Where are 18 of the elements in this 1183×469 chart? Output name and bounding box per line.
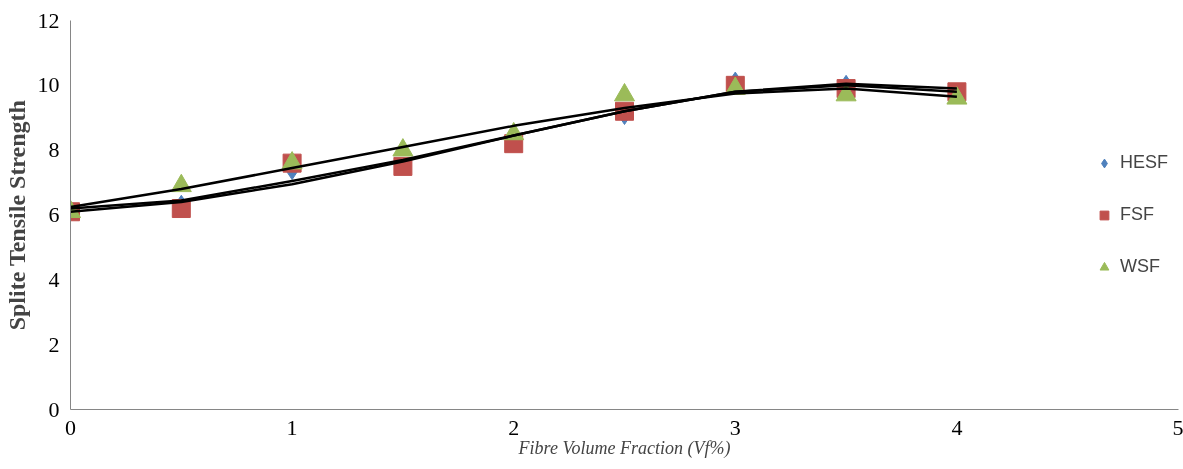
x-tick-label: 3 [729, 414, 741, 440]
y-tick-label: 10 [37, 72, 60, 98]
x-tick-label: 4 [951, 414, 963, 440]
x-axis-title: Fibre Volume Fraction (Vf%) [517, 437, 731, 459]
y-tick-label: 8 [48, 137, 60, 163]
y-tick-label: 4 [48, 266, 60, 292]
x-tick-label: 1 [286, 414, 298, 440]
legend-label: FSF [1119, 204, 1154, 225]
y-tick-label: 6 [48, 202, 60, 227]
y-tick-label: 0 [48, 396, 60, 422]
y-tick-label: 2 [48, 331, 60, 357]
x-tick-label: 0 [65, 414, 76, 440]
legend-label: HESF [1119, 152, 1168, 173]
x-tick-label: 2 [508, 414, 520, 440]
y-axis-title: Splite Tensile Strength [3, 100, 30, 331]
legend-label: WSF [1119, 256, 1160, 277]
x-tick-label: 5 [1172, 414, 1183, 440]
y-tick-label: 12 [37, 7, 60, 33]
